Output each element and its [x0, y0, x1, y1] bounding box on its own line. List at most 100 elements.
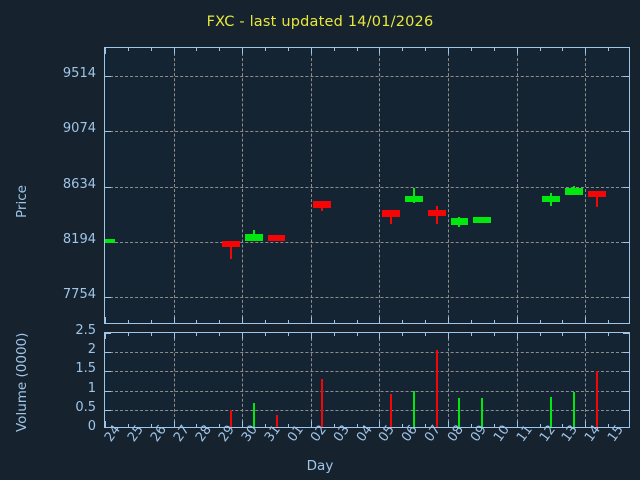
- axis-tick: [105, 409, 111, 411]
- axis-tick: [105, 390, 111, 392]
- axis-tick: [448, 48, 450, 54]
- axis-tick: [448, 421, 450, 427]
- axis-tick: [219, 333, 221, 336]
- volume-bar: [595, 371, 598, 427]
- axis-tick: [105, 186, 111, 188]
- axis-tick: [105, 333, 111, 334]
- axis-tick: [356, 320, 358, 323]
- axis-tick: [585, 421, 587, 427]
- axis-tick: [150, 424, 152, 427]
- axis-tick: [150, 320, 152, 323]
- axis-tick: [425, 333, 427, 336]
- volume-tick-label: 2.5: [75, 323, 96, 338]
- candle-body: [381, 209, 400, 218]
- axis-tick: [287, 48, 289, 51]
- price-gridline: [105, 131, 629, 133]
- volume-gridline-vertical: [379, 333, 381, 427]
- axis-tick: [150, 48, 152, 51]
- volume-gridline-vertical: [310, 333, 312, 427]
- axis-tick: [287, 320, 289, 323]
- axis-tick: [105, 352, 111, 354]
- axis-tick: [539, 320, 541, 323]
- volume-bar: [321, 379, 324, 427]
- axis-tick: [493, 48, 495, 51]
- axis-tick: [585, 48, 587, 54]
- price-tick-label: 7754: [62, 287, 96, 303]
- axis-tick: [539, 424, 541, 427]
- axis-tick: [516, 317, 518, 323]
- candle-body: [313, 200, 332, 208]
- axis-tick: [562, 320, 564, 323]
- axis-tick: [356, 48, 358, 51]
- axis-tick: [402, 320, 404, 323]
- volume-bar: [389, 394, 392, 427]
- axis-tick: [425, 320, 427, 323]
- axis-tick: [516, 421, 518, 427]
- axis-tick: [470, 424, 472, 427]
- axis-tick: [623, 352, 629, 354]
- axis-tick: [196, 320, 198, 323]
- volume-gridline-vertical: [242, 333, 244, 427]
- volume-axis-title: Volume (0000): [14, 332, 30, 432]
- candle-wick: [595, 190, 598, 208]
- axis-tick: [265, 424, 267, 427]
- axis-tick: [219, 320, 221, 323]
- volume-bar: [412, 390, 415, 427]
- axis-tick: [539, 333, 541, 336]
- axis-tick: [333, 333, 335, 336]
- axis-tick: [470, 320, 472, 323]
- volume-bar: [549, 397, 552, 427]
- volume-tick-label: 0: [87, 419, 96, 434]
- axis-tick: [310, 48, 312, 54]
- price-plot-area: [104, 47, 630, 324]
- axis-tick: [219, 424, 221, 427]
- axis-tick: [242, 317, 244, 323]
- day-axis-title: Day: [306, 458, 334, 474]
- candle-wick: [412, 188, 415, 204]
- axis-tick: [196, 424, 198, 427]
- volume-tick-label: 0.5: [75, 399, 96, 415]
- axis-tick: [402, 333, 404, 336]
- volume-bar: [435, 350, 438, 427]
- axis-tick: [562, 333, 564, 336]
- axis-tick: [623, 409, 629, 411]
- axis-tick: [608, 424, 610, 427]
- chart-title: FXC - last updated 14/01/2026: [206, 14, 434, 30]
- axis-tick: [516, 48, 518, 54]
- axis-tick: [608, 48, 610, 51]
- volume-gridline-vertical: [173, 333, 175, 427]
- axis-tick: [333, 424, 335, 427]
- price-gridlines: [105, 48, 629, 323]
- axis-tick: [623, 186, 629, 188]
- axis-tick: [608, 320, 610, 323]
- axis-tick: [539, 48, 541, 51]
- price-gridline: [105, 186, 629, 188]
- axis-tick: [623, 371, 629, 373]
- axis-tick: [242, 48, 244, 54]
- volume-bar: [229, 409, 232, 427]
- candle-body: [427, 209, 446, 216]
- axis-tick: [623, 75, 629, 77]
- axis-tick: [219, 48, 221, 51]
- axis-tick: [493, 320, 495, 323]
- volume-bar: [252, 403, 255, 427]
- candle-body: [221, 241, 240, 248]
- volume-tick-label: 2: [87, 342, 96, 358]
- axis-tick: [379, 421, 381, 427]
- axis-tick: [623, 297, 629, 299]
- price-axis-ticks: [105, 48, 629, 323]
- price-gridline-vertical: [448, 48, 450, 323]
- price-gridline-vertical: [516, 48, 518, 323]
- candle-wick: [229, 241, 232, 259]
- candle-body: [564, 187, 583, 195]
- axis-tick: [105, 48, 106, 54]
- volume-tick-label: 1.5: [75, 361, 96, 377]
- candle-body: [542, 195, 560, 202]
- volume-bar: [481, 398, 484, 427]
- price-tick-label: 8634: [62, 176, 96, 192]
- axis-tick: [287, 424, 289, 427]
- axis-tick: [623, 390, 629, 392]
- axis-tick: [425, 48, 427, 51]
- axis-tick: [448, 333, 450, 339]
